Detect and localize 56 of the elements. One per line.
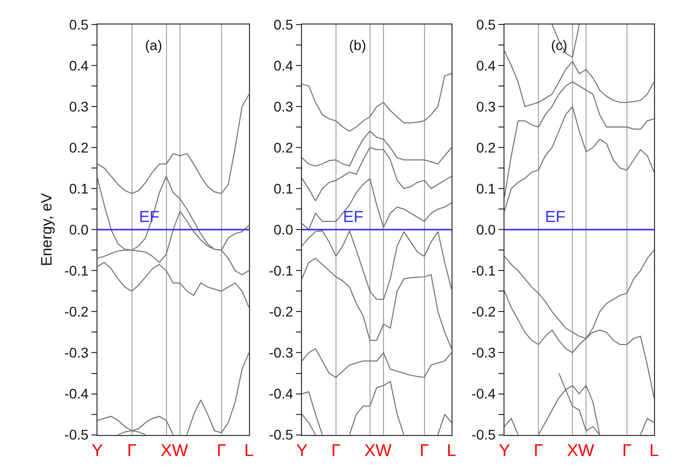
x-tick-label: L — [446, 441, 456, 460]
y-tick-label: -0.4 — [268, 386, 294, 402]
x-tick-label: Γ — [216, 441, 226, 460]
y-tick-label: 0.0 — [274, 222, 294, 238]
x-tick-label: W — [578, 441, 594, 460]
y-tick-label: 0.4 — [274, 57, 294, 74]
x-tick-label: Γ — [127, 441, 136, 460]
y-tick-label: 0.2 — [274, 139, 294, 156]
y-tick-label: 0.1 — [476, 180, 496, 196]
y-tick-label: 0.1 — [69, 180, 89, 196]
y-tick-label: 0.0 — [69, 222, 89, 238]
y-tick-label: -0.3 — [268, 344, 294, 361]
x-tick-label: Γ — [420, 441, 430, 460]
y-tick-label: 0.4 — [476, 57, 496, 74]
y-tick-label: 0.3 — [274, 98, 294, 114]
ref-line-label: EF — [343, 209, 364, 226]
x-tick-label: X — [566, 441, 578, 460]
y-tick-label: -0.3 — [472, 344, 496, 361]
x-tick-label: Γ — [622, 441, 632, 460]
y-tick-label: 0.5 — [69, 16, 89, 32]
y-tick-label: -0.5 — [268, 426, 294, 443]
y-tick-label: 0.5 — [274, 16, 294, 32]
y-tick-label: -0.1 — [64, 262, 89, 279]
y-tick-label: 0.5 — [476, 16, 496, 32]
x-tick-label: X — [364, 441, 376, 460]
y-tick-label: 0.2 — [69, 139, 89, 156]
x-tick-label: X — [160, 441, 172, 460]
y-tick-label: 0.3 — [69, 98, 89, 114]
x-tick-label: W — [376, 441, 392, 460]
x-tick-label: Γ — [534, 441, 544, 460]
y-tick-label: -0.4 — [64, 386, 89, 402]
y-tick-label: -0.1 — [268, 262, 294, 279]
y-axis-title: Energy, eV — [38, 193, 56, 266]
y-tick-label: 0.1 — [274, 180, 294, 196]
y-tick-label: -0.2 — [64, 304, 89, 320]
x-tick-label: Γ — [331, 441, 341, 460]
x-tick-label: Y — [296, 441, 308, 460]
y-tick-label: 0.4 — [69, 57, 89, 74]
x-tick-label: W — [172, 441, 188, 460]
y-tick-label: -0.2 — [268, 304, 294, 320]
text: (a) — [145, 37, 162, 53]
x-tick-label: L — [649, 441, 659, 460]
y-tick-label: 0.2 — [476, 139, 496, 156]
y-tick-label: -0.3 — [64, 344, 89, 361]
y-tick-label: 0.0 — [476, 222, 496, 238]
y-tick-label: -0.1 — [472, 262, 496, 279]
x-tick-label: L — [244, 441, 254, 460]
y-tick-label: -0.5 — [64, 426, 89, 443]
x-tick-label: Y — [92, 441, 104, 460]
x-tick-label: Y — [498, 441, 510, 460]
y-tick-label: -0.5 — [472, 426, 496, 443]
ref-line-label: EF — [545, 209, 566, 226]
y-tick-label: 0.3 — [476, 98, 496, 114]
y-tick-label: -0.2 — [472, 304, 496, 320]
y-tick-label: -0.4 — [472, 386, 496, 402]
text: (b) — [349, 37, 366, 53]
